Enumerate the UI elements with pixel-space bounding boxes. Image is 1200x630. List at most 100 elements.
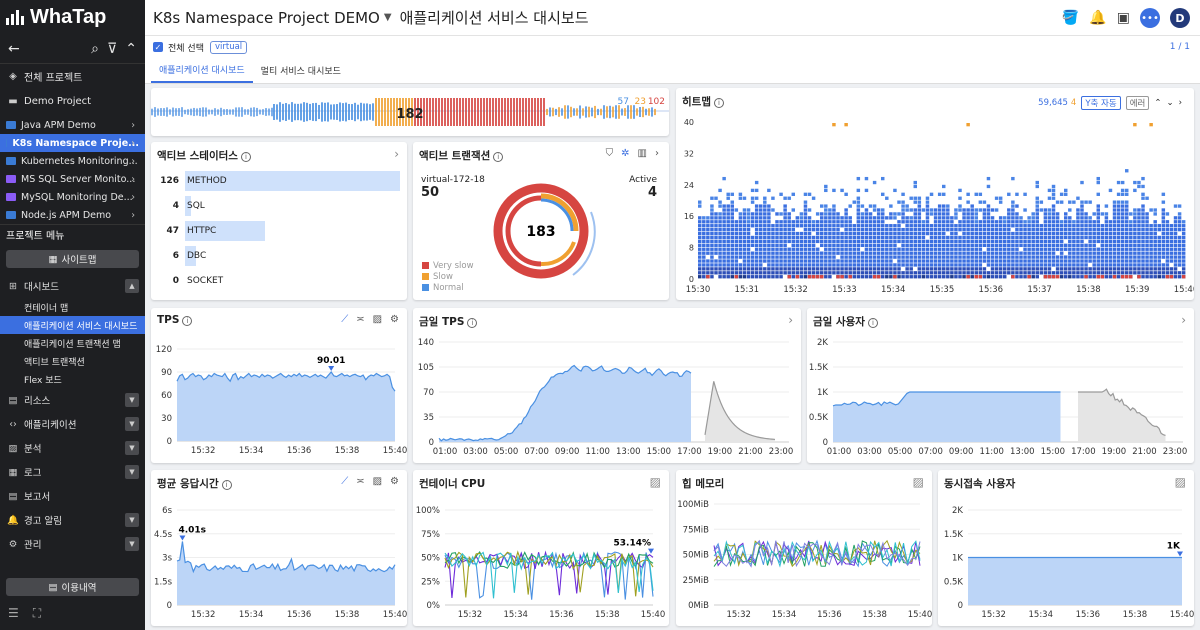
fullscreen-icon[interactable]: ⛶ [32,606,42,620]
chevron-right-icon[interactable]: › [394,147,399,161]
chat-icon[interactable]: ••• [1140,8,1160,28]
image-icon[interactable]: ▨ [649,475,661,489]
info-icon[interactable]: i [240,152,251,162]
heatmap-cell [1181,227,1186,232]
usage-button[interactable]: ▤ 이용내역 [6,578,139,596]
select-all-checkbox[interactable]: ✓ [153,42,163,52]
expand-icon[interactable]: ▼ [125,537,139,551]
bell-icon[interactable]: 🔔 [1089,10,1107,26]
chevron-up-icon[interactable]: ⌃ [1154,98,1162,108]
chevron-up-icon[interactable]: ⌃ [125,40,137,57]
tab-app-dashboard[interactable]: 애플리케이션 대시보드 [151,58,253,83]
active-status-row[interactable]: 126 METHOD [157,171,400,191]
image-icon[interactable]: ▨ [1174,475,1186,489]
filter-tag[interactable]: virtual [209,40,248,54]
dashboard-submenu-item[interactable]: 애플리케이션 서비스 대시보드 [0,316,145,334]
chevron-right-icon[interactable]: › [131,155,135,167]
project-dropdown-icon[interactable]: ▼ [383,12,392,23]
collapse-menu-icon[interactable]: ☰ [8,606,19,620]
bar-chart-icon[interactable]: ▥ [637,148,647,159]
menu-item[interactable]: ‹› 애플리케이션 ▼ [0,412,145,436]
sidebar-project-item[interactable]: Java APM Demo › [0,116,145,134]
image-icon[interactable]: ▨ [372,476,383,487]
menu-item[interactable]: ▦ 로그 ▼ [0,460,145,484]
sidebar-project-item[interactable]: MS SQL Server Monito... › [0,170,145,188]
sidebar-project-item[interactable]: Node.js APM Demo › [0,206,145,224]
active-status-row[interactable]: 0 SOCKET [157,271,397,291]
image-icon[interactable]: ▨ [912,475,924,489]
chevron-right-icon[interactable]: › [131,173,135,185]
paint-bucket-icon[interactable]: 🪣 [1061,10,1080,26]
active-status-bar [185,196,192,216]
heatmap-cell [950,259,954,263]
chevron-right-icon[interactable]: › [131,209,135,221]
filter-icon[interactable]: ⊽ [107,40,118,57]
pager[interactable]: 1 / 1 [1169,42,1190,52]
heatmap-cell [1108,251,1113,255]
sidebar-project-item[interactable]: MySQL Monitoring De... › [0,188,145,206]
expand-icon[interactable]: ▼ [125,417,139,431]
expand-icon[interactable]: ▼ [125,393,139,407]
dashboard-submenu-item[interactable]: 컨테이너 맵 [24,303,69,314]
chevron-right-icon[interactable]: › [131,119,135,131]
active-status-row[interactable]: 6 DBC [157,246,397,266]
gear-icon[interactable]: ⚙ [390,476,399,487]
info-icon[interactable]: i [493,152,504,162]
active-status-row[interactable]: 47 HTTPC [157,221,397,241]
info-icon[interactable]: i [867,318,878,328]
chevron-right-icon[interactable]: › [1181,313,1186,327]
heatmap-cell [1035,231,1039,236]
settings-wheel-icon[interactable]: ✲ [621,148,630,159]
sitemap-button[interactable]: ▦ 사이트맵 [6,250,139,268]
info-icon[interactable]: i [467,318,478,328]
search-icon[interactable]: ⌕ [91,40,100,57]
back-arrow-icon[interactable]: ← [8,40,20,57]
chevron-right-icon[interactable]: › [1178,98,1182,108]
line-chart-icon[interactable]: ⟋ [341,314,349,325]
dashboard-submenu-item[interactable]: 애플리케이션 트랜잭션 맵 [24,339,121,350]
menu-item[interactable]: ▤ 리소스 ▼ [0,388,145,412]
shield-icon[interactable]: ⛉ [605,148,614,159]
menu-item[interactable]: ▤ 보고서 [0,484,145,508]
chevron-down-icon[interactable]: ⌄ [1166,98,1174,108]
gear-icon[interactable]: ⚙ [390,314,399,325]
menu-dashboard[interactable]: ⊞ 대시보드 ▲ [0,274,145,298]
expand-icon[interactable]: ▼ [125,465,139,479]
active-status-row[interactable]: 4 SQL [157,196,397,216]
menu-item[interactable]: 🔔 경고 알림 ▼ [0,508,145,532]
chevron-right-icon[interactable]: › [788,313,793,327]
whatap-logo[interactable]: WhaTap [0,0,145,34]
menu-item[interactable]: ⚙ 관리 ▼ [0,532,145,556]
image-icon[interactable]: ▨ [372,314,383,325]
line-chart-icon[interactable]: ⟋ [341,476,349,487]
expand-icon[interactable]: ▼ [125,513,139,527]
demo-project-item[interactable]: ▬ Demo Project [0,89,145,114]
expand-icon[interactable]: ▼ [125,441,139,455]
info-icon[interactable]: i [182,316,193,326]
menu-item[interactable]: ▨ 분석 ▼ [0,436,145,460]
sidebar-project-item[interactable]: Kubernetes Monitoring... › [0,152,145,170]
heatmap-cell [836,227,840,232]
chevron-right-icon[interactable]: › [655,148,659,159]
heatmap-cell [917,263,922,267]
summary-stripe [250,107,252,117]
chevron-right-icon[interactable]: › [131,137,135,149]
dashboard-submenu-item[interactable]: Flex 보드 [24,375,62,386]
collapse-icon[interactable]: ▲ [125,279,139,293]
info-icon[interactable]: i [713,98,724,108]
y-axis-auto-button[interactable]: Y축 자동 [1081,96,1121,110]
scatter-icon[interactable]: ≍ [356,314,365,325]
calendar-icon[interactable]: ▣ [1116,10,1130,26]
dashboard-submenu-item[interactable]: 액티브 트랜잭션 [24,357,85,368]
avatar[interactable]: D [1170,8,1190,28]
chevron-right-icon[interactable]: › [131,191,135,203]
all-projects-item[interactable]: ◈ 전체 프로젝트 [0,64,145,89]
error-button[interactable]: 에러 [1125,96,1150,110]
project-name[interactable]: K8s Namespace Project DEMO [153,8,380,27]
scatter-icon[interactable]: ≍ [356,476,365,487]
heatmap-cell [1051,216,1056,220]
sidebar-project-item[interactable]: K8s Namespace Proje... › [0,134,145,152]
heatmap-cell [1145,231,1149,236]
tab-multi-service[interactable]: 멀티 서비스 대시보드 [253,58,349,83]
info-icon[interactable]: i [221,480,232,490]
